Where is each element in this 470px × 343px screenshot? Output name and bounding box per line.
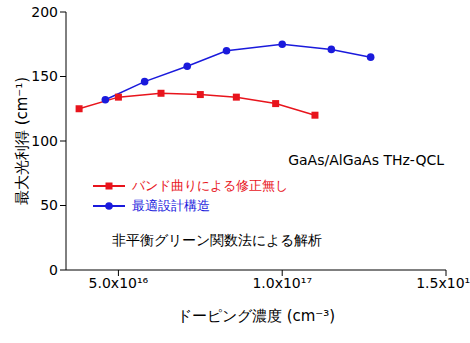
svg-text:100: 100 [31, 133, 58, 149]
svg-text:50: 50 [40, 197, 58, 213]
svg-text:1.0x10¹⁷: 1.0x10¹⁷ [252, 275, 312, 291]
svg-text:最大光利得 (cm⁻¹): 最大光利得 (cm⁻¹) [13, 77, 31, 205]
html-text:バンド曲りによる修正無し: バンド曲りによる修正無し [132, 178, 288, 193]
svg-text:1.5x10¹⁷: 1.5x10¹⁷ [416, 275, 462, 291]
svg-text:ドーピング濃度 (cm⁻³): ドーピング濃度 (cm⁻³) [177, 307, 335, 325]
svg-text:5.0x10¹⁶: 5.0x10¹⁶ [89, 275, 149, 291]
html-text:GaAs/AlGaAs THz-QCL: GaAs/AlGaAs THz-QCL [288, 152, 444, 168]
svg-text:200: 200 [31, 4, 58, 20]
svg-text:0: 0 [49, 262, 58, 278]
html-text:非平衡グリーン関数法による解析: 非平衡グリーン関数法による解析 [112, 232, 322, 248]
svg-text:150: 150 [31, 68, 58, 84]
html-text:最適設計構造: 最適設計構造 [132, 198, 210, 213]
